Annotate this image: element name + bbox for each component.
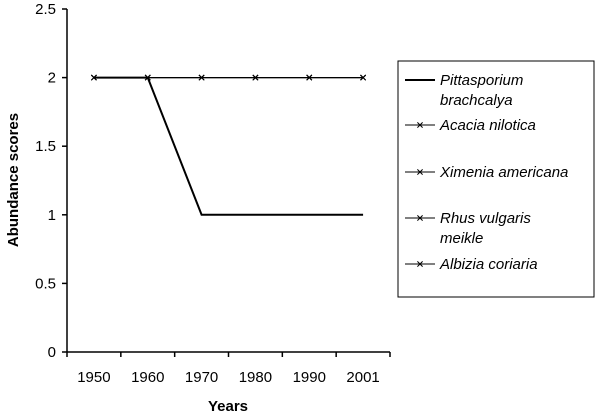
legend-marker [417, 169, 423, 175]
y-tick-label: 2 [48, 70, 56, 87]
series-line [93, 76, 364, 216]
x-tick-label: 1980 [239, 369, 272, 386]
legend-label: brachcalya [440, 92, 513, 109]
data-point [144, 74, 151, 81]
y-tick-label: 1.5 [35, 138, 56, 155]
legend-label: Albizia coriaria [439, 256, 538, 273]
legend-item: Acacia nilotica [405, 117, 536, 134]
y-tick-label: 0.5 [35, 275, 56, 292]
legend-label: Acacia nilotica [439, 117, 536, 134]
y-tick-label: 0 [48, 344, 56, 361]
axes [66, 9, 390, 353]
legend-label: Ximenia americana [439, 164, 568, 181]
legend-item: Albizia coriaria [405, 256, 538, 273]
legend: Pittasporium brachcalya Acacia nilotica Xim… [397, 60, 595, 298]
x-tick-label: 1970 [185, 369, 218, 386]
legend-item: Ximenia americana [405, 164, 568, 181]
data-point [90, 74, 97, 81]
y-tick-label: 1 [48, 207, 56, 224]
data-point [252, 74, 259, 81]
legend-label: Rhus vulgaris [440, 210, 531, 227]
y-axis-title: Abundance scores [5, 113, 22, 247]
data-point [360, 74, 367, 81]
x-tick-label: 1960 [131, 369, 164, 386]
legend-item: Pittasporium brachcalya [405, 72, 523, 109]
x-tick-label: 1950 [77, 369, 110, 386]
x-axis-title: Years [208, 398, 248, 415]
series-0 [93, 76, 364, 216]
legend-marker [417, 122, 423, 128]
y-ticks: 0 0.5 1 1.5 2 2.5 [35, 1, 67, 361]
legend-label: meikle [440, 230, 483, 247]
series-group [90, 74, 367, 216]
legend-item: Rhus vulgaris meikle [405, 210, 531, 247]
y-tick-label: 2.5 [35, 1, 56, 18]
legend-label: Pittasporium [440, 72, 523, 89]
x-ticks: 1950 1960 1970 1980 1990 2001 [66, 352, 391, 386]
legend-marker [417, 261, 423, 267]
series-4 [90, 74, 367, 81]
data-point [306, 74, 313, 81]
legend-marker [417, 215, 423, 221]
x-tick-label: 1990 [293, 369, 326, 386]
x-tick-label: 2001 [346, 369, 379, 386]
data-point [198, 74, 205, 81]
legend-box [397, 60, 595, 298]
